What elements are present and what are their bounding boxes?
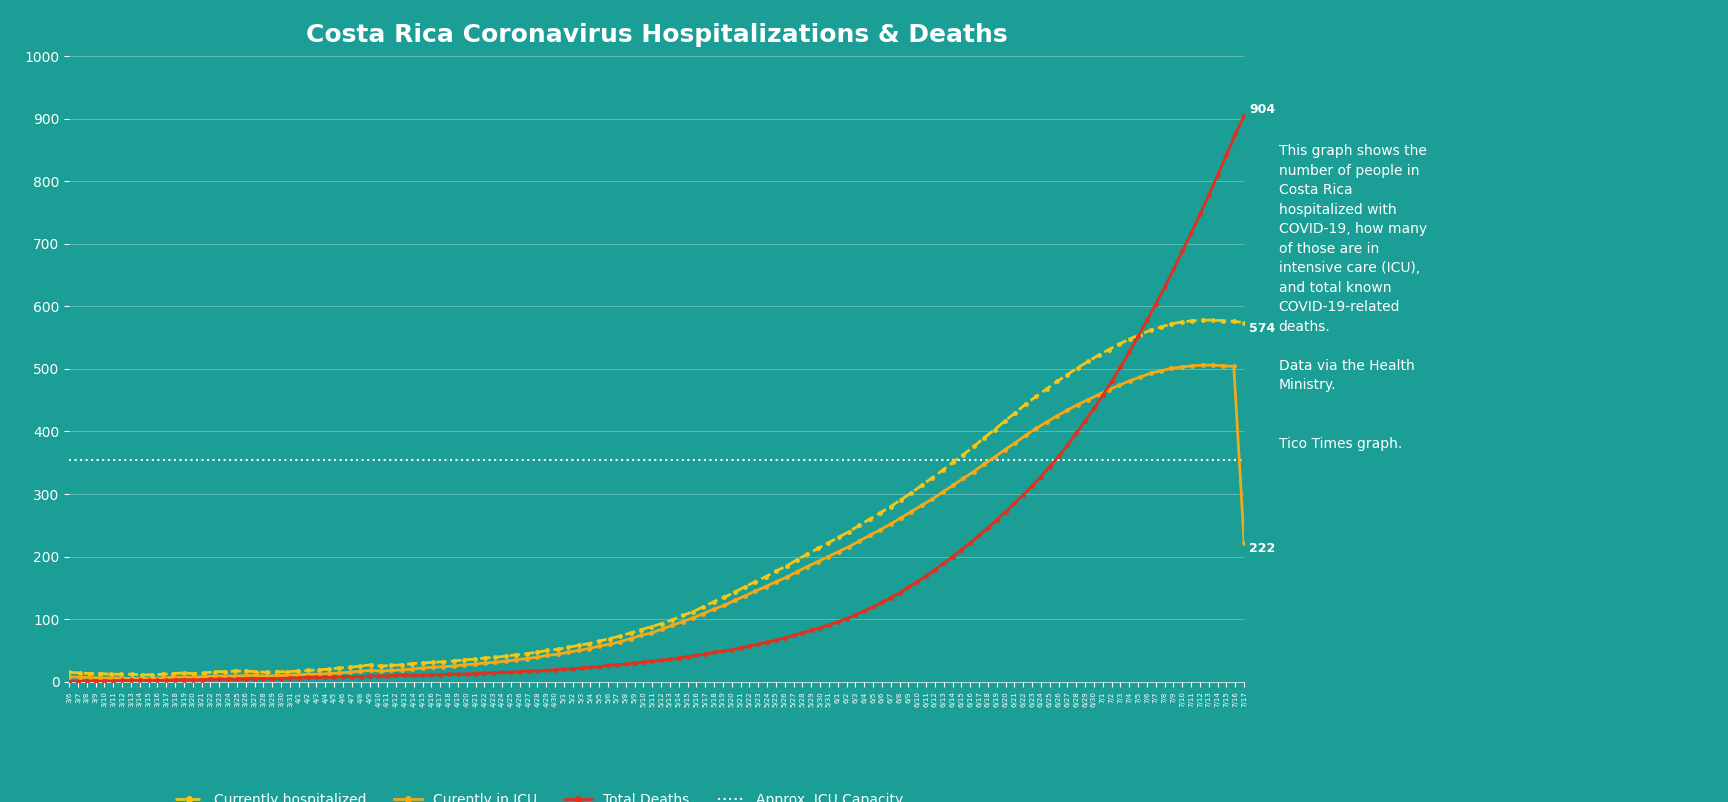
Total Deaths: [59, 677, 79, 687]
Total Deaths: [1163, 265, 1184, 274]
Curently in ICU: [59, 672, 79, 682]
Approx. ICU Capacity: [69, 455, 90, 464]
Total Deaths: [1154, 282, 1175, 292]
Curently in ICU: [1234, 538, 1255, 548]
Curently in ICU: [527, 653, 548, 662]
Currently hospitalized: [964, 442, 985, 452]
Text: 904: 904: [1249, 103, 1275, 116]
Curently in ICU: [392, 665, 413, 674]
Total Deaths: [314, 673, 335, 683]
Text: 574: 574: [1249, 322, 1275, 335]
Line: Curently in ICU: Curently in ICU: [67, 363, 1246, 680]
Total Deaths: [351, 672, 372, 682]
Currently hospitalized: [828, 533, 848, 542]
Currently hospitalized: [131, 670, 152, 679]
Title: Costa Rica Coronavirus Hospitalizations & Deaths: Costa Rica Coronavirus Hospitalizations …: [306, 23, 1007, 47]
Legend: Currently hospitalized, Curently in ICU, Total Deaths, Approx. ICU Capacity: Currently hospitalized, Curently in ICU,…: [169, 788, 909, 802]
Curently in ICU: [403, 664, 423, 674]
Curently in ICU: [828, 547, 848, 557]
Text: This graph shows the
number of people in
Costa Rica
hospitalized with
COVID-19, : This graph shows the number of people in…: [1279, 144, 1427, 451]
Currently hospitalized: [1192, 315, 1213, 325]
Currently hospitalized: [1234, 318, 1255, 327]
Currently hospitalized: [403, 658, 423, 668]
Currently hospitalized: [59, 667, 79, 677]
Currently hospitalized: [527, 647, 548, 657]
Text: 222: 222: [1249, 542, 1275, 555]
Total Deaths: [510, 667, 530, 677]
Curently in ICU: [204, 671, 225, 681]
Line: Total Deaths: Total Deaths: [67, 115, 1246, 683]
Total Deaths: [121, 675, 142, 685]
Curently in ICU: [121, 674, 142, 683]
Curently in ICU: [964, 467, 985, 476]
Approx. ICU Capacity: [59, 455, 79, 464]
Total Deaths: [1234, 111, 1255, 121]
Currently hospitalized: [392, 660, 413, 670]
Currently hospitalized: [204, 667, 225, 677]
Curently in ICU: [1192, 360, 1213, 370]
Line: Currently hospitalized: Currently hospitalized: [67, 318, 1246, 677]
